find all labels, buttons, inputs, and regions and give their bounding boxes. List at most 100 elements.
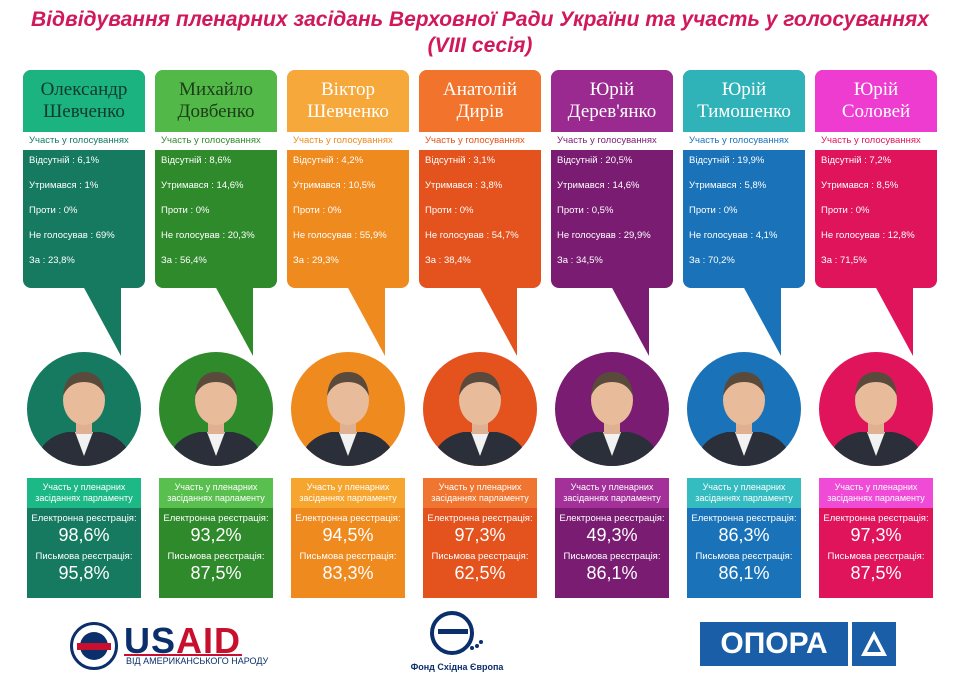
e-registration-label: Електронна реєстрація: xyxy=(691,513,797,524)
vote-abstained: Утримався : 14,6% xyxy=(161,180,244,191)
vote-not-voted: Не голосував : 12,8% xyxy=(821,230,915,241)
votes-list: Відсутній : 3,1% Утримався : 3,8% Проти … xyxy=(419,150,541,279)
w-registration-value: 83,3% xyxy=(322,563,374,583)
w-registration-value: 87,5% xyxy=(850,563,902,583)
vote-not-voted: Не голосував : 20,3% xyxy=(161,230,255,241)
deputy-name: Анатолій Дирів xyxy=(419,70,541,132)
deputy-first-name: Олександр xyxy=(40,79,128,100)
person-photo-icon xyxy=(563,372,661,466)
w-registration-label: Письмова реєстрація: xyxy=(827,551,925,562)
e-registration-label: Електронна реєстрація: xyxy=(295,513,401,524)
votes-list: Відсутній : 4,2% Утримався : 10,5% Проти… xyxy=(287,150,409,279)
vote-against: Проти : 0% xyxy=(425,205,474,216)
plenary-body: Електронна реєстрація: 97,3% Письмова ре… xyxy=(819,508,933,598)
votes-header: Участь у голосуваннях xyxy=(683,132,805,150)
plenary-stats: Участь у пленарних засіданнях парламенту… xyxy=(423,478,537,598)
photo-circle xyxy=(555,352,669,466)
vote-absent: Відсутній : 8,6% xyxy=(161,155,232,166)
photo-circle xyxy=(27,352,141,466)
photo-circle xyxy=(291,352,405,466)
w-registration-value: 95,8% xyxy=(58,563,110,583)
vote-for: За : 56,4% xyxy=(161,255,207,266)
page-title: Відвідування пленарних засідань Верховно… xyxy=(31,8,929,31)
e-registration-label: Електронна реєстрація: xyxy=(427,513,533,524)
deputy-card: Юрій Соловей Участь у голосуваннях Відсут… xyxy=(815,70,937,600)
plenary-stats: Участь у пленарних засіданнях парламенту… xyxy=(555,478,669,598)
person-photo-icon xyxy=(167,372,265,466)
votes-header: Участь у голосуваннях xyxy=(287,132,409,150)
vote-abstained: Утримався : 3,8% xyxy=(425,180,503,191)
bubble-tail xyxy=(611,286,649,356)
e-registration-label: Електронна реєстрація: xyxy=(823,513,929,524)
votes-bubble: Михайло Довбенко Участь у голосуваннях Ві… xyxy=(155,70,277,288)
vote-not-voted: Не голосував : 29,9% xyxy=(557,230,651,241)
deputy-last-name: Тимошенко xyxy=(697,101,791,122)
usaid-tagline: ВІД АМЕРИКАНСЬКОГО НАРОДУ xyxy=(126,656,269,666)
votes-header: Участь у голосуваннях xyxy=(23,132,145,150)
e-registration-value: 94,5% xyxy=(322,525,374,545)
e-registration-value: 98,6% xyxy=(58,525,110,545)
eef-logo-icon xyxy=(430,611,483,655)
vote-absent: Відсутній : 19,9% xyxy=(689,155,765,166)
plenary-header: Участь у пленарних засіданнях парламенту xyxy=(291,478,405,508)
w-registration-value: 86,1% xyxy=(718,563,770,583)
w-registration-value: 62,5% xyxy=(454,563,506,583)
e-registration-value: 86,3% xyxy=(718,525,770,545)
vote-against: Проти : 0% xyxy=(293,205,342,216)
photo-circle xyxy=(423,352,537,466)
e-registration-value: 49,3% xyxy=(586,525,638,545)
person-photo-icon xyxy=(827,372,925,466)
votes-bubble: Юрій Дерев'янко Участь у голосуваннях Від… xyxy=(551,70,673,288)
plenary-header: Участь у пленарних засіданнях парламенту xyxy=(555,478,669,508)
plenary-header: Участь у пленарних засіданнях парламенту xyxy=(819,478,933,508)
votes-list: Відсутній : 20,5% Утримався : 14,6% Прот… xyxy=(551,150,673,279)
eef-name: Фонд Східна Європа xyxy=(410,662,504,672)
deputy-last-name: Шевченко xyxy=(43,101,125,122)
e-registration-value: 97,3% xyxy=(850,525,902,545)
vote-not-voted: Не голосував : 69% xyxy=(29,230,115,241)
person-photo-icon xyxy=(35,372,133,466)
footer: USAID ВІД АМЕРИКАНСЬКОГО НАРОДУ Фонд Схі… xyxy=(0,606,960,678)
deputy-name: Юрій Дерев'янко xyxy=(551,70,673,132)
vote-against: Проти : 0% xyxy=(161,205,210,216)
plenary-body: Електронна реєстрація: 98,6% Письмова ре… xyxy=(27,508,141,598)
deputy-last-name: Шевченко xyxy=(307,101,389,122)
e-registration-value: 97,3% xyxy=(454,525,506,545)
e-registration-label: Електронна реєстрація: xyxy=(559,513,665,524)
opora-logo: ОПОРА xyxy=(700,622,896,666)
deputy-name: Віктор Шевченко xyxy=(287,70,409,132)
w-registration-label: Письмова реєстрація: xyxy=(563,551,661,562)
bubble-tail xyxy=(479,286,517,356)
vote-not-voted: Не голосував : 55,9% xyxy=(293,230,387,241)
plenary-header: Участь у пленарних засіданнях парламенту xyxy=(687,478,801,508)
plenary-stats: Участь у пленарних засіданнях парламенту… xyxy=(291,478,405,598)
plenary-body: Електронна реєстрація: 94,5% Письмова ре… xyxy=(291,508,405,598)
bubble-tail xyxy=(875,286,913,356)
vote-for: За : 29,3% xyxy=(293,255,339,266)
w-registration-value: 86,1% xyxy=(586,563,638,583)
votes-header: Участь у голосуваннях xyxy=(419,132,541,150)
opora-triangle-icon xyxy=(852,622,896,666)
votes-list: Відсутній : 7,2% Утримався : 8,5% Проти … xyxy=(815,150,937,279)
plenary-stats: Участь у пленарних засіданнях парламенту… xyxy=(819,478,933,598)
plenary-header: Участь у пленарних засіданнях парламенту xyxy=(423,478,537,508)
vote-absent: Відсутній : 4,2% xyxy=(293,155,364,166)
person-photo-icon xyxy=(299,372,397,466)
deputy-name: Михайло Довбенко xyxy=(155,70,277,132)
deputy-last-name: Дирів xyxy=(456,101,504,122)
vote-against: Проти : 0,5% xyxy=(557,205,614,216)
deputy-last-name: Соловей xyxy=(841,101,911,122)
person-photo-icon xyxy=(431,372,529,466)
deputy-card: Олександр Шевченко Участь у голосуваннях … xyxy=(23,70,145,600)
deputy-first-name: Юрій xyxy=(853,79,899,100)
vote-against: Проти : 0% xyxy=(821,205,870,216)
plenary-header: Участь у пленарних засіданнях парламенту xyxy=(159,478,273,508)
bubble-tail xyxy=(215,286,253,356)
deputy-first-name: Юрій xyxy=(721,79,767,100)
plenary-body: Електронна реєстрація: 93,2% Письмова ре… xyxy=(159,508,273,598)
deputy-card: Віктор Шевченко Участь у голосуваннях Від… xyxy=(287,70,409,600)
vote-for: За : 38,4% xyxy=(425,255,471,266)
vote-for: За : 23,8% xyxy=(29,255,75,266)
vote-not-voted: Не голосував : 54,7% xyxy=(425,230,519,241)
deputy-last-name: Довбенко xyxy=(177,101,255,122)
